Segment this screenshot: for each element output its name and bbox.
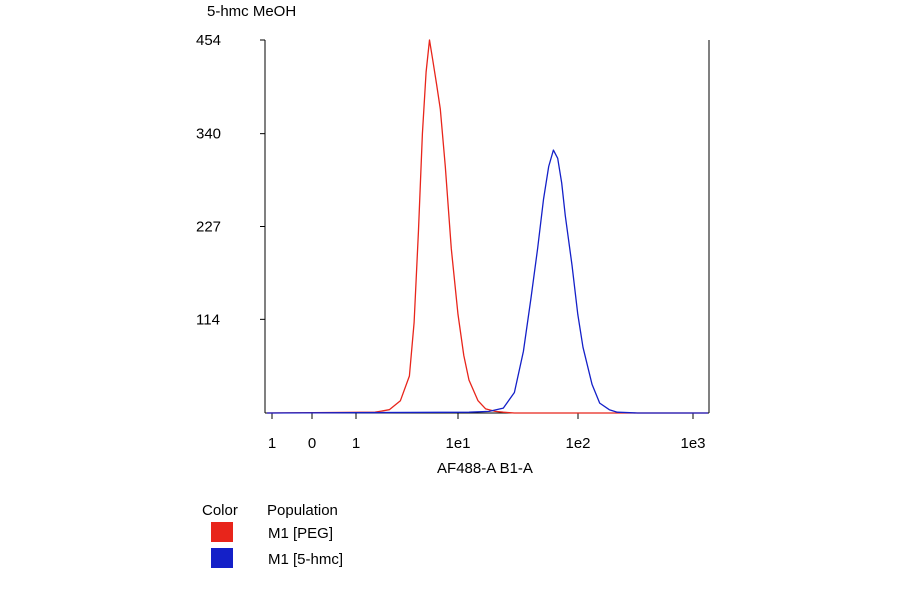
legend-label: M1 [5-hmc]	[268, 551, 343, 568]
legend-items: M1 [PEG] M1 [5-hmc]	[211, 522, 343, 568]
legend-color-header: Color	[202, 502, 238, 519]
x-tick-label: 0	[308, 435, 316, 452]
y-tick-label: 454	[196, 32, 221, 49]
legend-swatch	[211, 548, 233, 568]
x-tick-label: 1e3	[680, 435, 705, 452]
series-line-1	[266, 39, 708, 414]
chart-title: 5-hmc MeOH	[207, 3, 296, 20]
y-tick-label: 340	[196, 126, 221, 143]
legend-population-header: Population	[267, 502, 338, 519]
series-layer	[266, 39, 708, 414]
x-axis-label: AF488-A B1-A	[437, 460, 533, 477]
legend: Color Population M1 [PEG] M1 [5-hmc]	[202, 502, 343, 568]
x-tick-label: 1	[352, 435, 360, 452]
series-line-2	[266, 149, 708, 414]
y-axis-ticks: 454 340 227 114	[196, 32, 265, 328]
y-tick-label: 227	[196, 219, 221, 236]
legend-label: M1 [PEG]	[268, 525, 333, 542]
plot-frame	[264, 40, 710, 414]
legend-swatch	[211, 522, 233, 542]
x-axis-ticks: 1 0 1 1e1 1e2 1e3	[268, 413, 706, 452]
y-tick-label: 114	[196, 311, 220, 328]
x-tick-label: 1	[268, 435, 276, 452]
x-tick-label: 1e2	[565, 435, 590, 452]
x-tick-label: 1e1	[445, 435, 470, 452]
